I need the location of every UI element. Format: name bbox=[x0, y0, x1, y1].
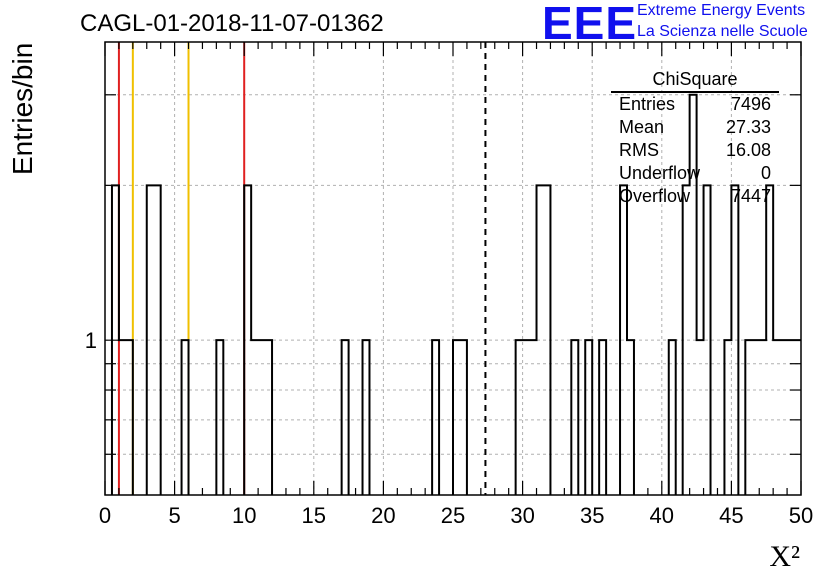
logo-line-2: La Scienza nelle Scuole bbox=[637, 23, 808, 40]
stats-value: 7496 bbox=[730, 94, 771, 114]
stats-label: Mean bbox=[619, 117, 665, 137]
axis-tick-labels: 0 5 10 15 20 25 30 35 40 45 50 1 bbox=[85, 328, 813, 528]
stats-label: Underflow bbox=[619, 163, 701, 183]
x-tick-label: 20 bbox=[371, 503, 395, 528]
stats-value: 0 bbox=[760, 163, 771, 183]
stats-row: Overflow 7447 bbox=[611, 185, 779, 208]
x-tick-label: 40 bbox=[650, 503, 674, 528]
x-tick-label: 30 bbox=[510, 503, 534, 528]
y-axis-label: Entries/bin bbox=[7, 43, 38, 175]
stats-box-title: ChiSquare bbox=[611, 67, 779, 93]
x-axis-label: X² bbox=[769, 540, 800, 572]
x-tick-label: 15 bbox=[302, 503, 326, 528]
stats-label: RMS bbox=[619, 140, 659, 160]
x-tick-label: 10 bbox=[232, 503, 256, 528]
stats-row: RMS 16.08 bbox=[611, 139, 779, 162]
x-tick-label: 25 bbox=[441, 503, 465, 528]
eee-logo: EEE bbox=[542, 0, 638, 49]
stats-label: Overflow bbox=[619, 186, 691, 206]
y-tick-label: 1 bbox=[85, 328, 97, 353]
axis-ticks bbox=[104, 42, 802, 495]
stats-label: Entries bbox=[619, 94, 676, 114]
x-tick-label: 50 bbox=[789, 503, 813, 528]
stats-box: ChiSquare Entries 7496 Mean 27.33 RMS 16… bbox=[611, 67, 779, 208]
x-tick-label: 35 bbox=[580, 503, 604, 528]
reference-lines bbox=[117, 42, 487, 495]
x-tick-label: 45 bbox=[719, 503, 743, 528]
stats-row: Entries 7496 bbox=[611, 93, 779, 116]
x-tick-label: 5 bbox=[168, 503, 180, 528]
stats-row: Mean 27.33 bbox=[611, 116, 779, 139]
logo-line-1: Extreme Energy Events bbox=[637, 2, 806, 19]
x-tick-label: 0 bbox=[99, 503, 111, 528]
stats-value: 27.33 bbox=[725, 117, 771, 137]
stats-row: Underflow 0 bbox=[611, 162, 779, 185]
histogram-step-line bbox=[110, 93, 801, 495]
chart-title: CAGL-01-2018-11-07-01362 bbox=[80, 10, 384, 37]
stats-value: 16.08 bbox=[725, 140, 771, 160]
stats-value: 7447 bbox=[730, 186, 771, 206]
